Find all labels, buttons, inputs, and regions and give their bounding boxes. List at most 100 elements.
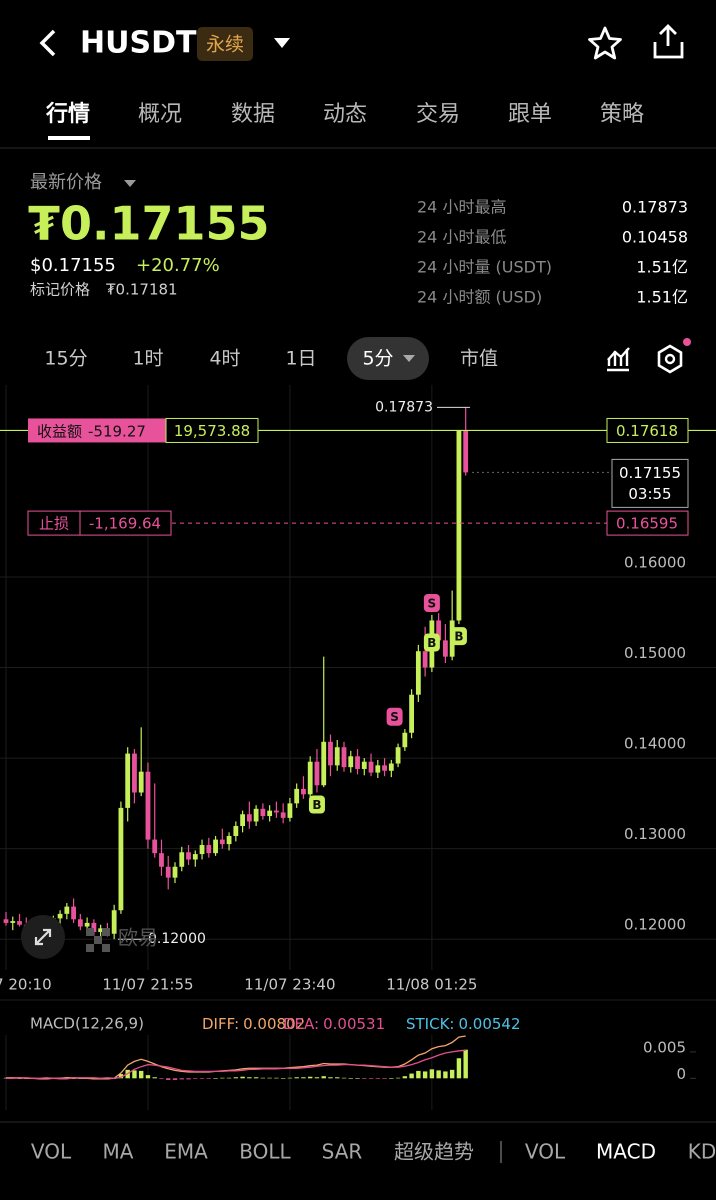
indicator-button[interactable]	[607, 347, 630, 372]
position-price-bg	[606, 417, 689, 443]
settings-button[interactable]	[657, 344, 683, 374]
stats: 24 小时最高 0.17873 24 小时最低 0.10458 24 小时量 (USDT…	[417, 198, 688, 307]
candle-body	[368, 761, 374, 773]
macd-stick	[253, 1077, 259, 1079]
candle-body	[84, 922, 90, 927]
stat-label: 24 小时最低	[417, 228, 506, 247]
indicator-tab[interactable]: VOL	[525, 1140, 566, 1164]
trade-marker-bg	[450, 627, 467, 646]
macd-stick	[145, 1075, 151, 1079]
macd-stick	[193, 1078, 198, 1079]
tab[interactable]: 策略	[600, 102, 644, 127]
indicator-tab[interactable]: SAR	[322, 1140, 363, 1164]
high-label: 0.17873	[375, 399, 433, 415]
interval-dropdown[interactable]	[403, 355, 415, 362]
candle-body	[402, 732, 408, 748]
symbol-dropdown[interactable]	[274, 38, 290, 48]
stop-price: 0.16595	[616, 515, 678, 533]
candle-body	[436, 620, 442, 641]
candle-body	[443, 640, 448, 657]
current-price-bg	[611, 458, 689, 508]
macd-stick	[402, 1076, 408, 1079]
indicator-tabs: VOL MA EMA BOLL SAR 超级趋势 VOL MACD KD	[31, 1140, 716, 1164]
candle-body	[91, 922, 97, 932]
last-price: ₮0.17155	[28, 197, 270, 251]
stat-label: 24 小时额 (USD)	[417, 288, 542, 307]
stat-value: 0.17873	[622, 198, 688, 217]
macd-legend: STICK: 0.00542	[406, 1015, 521, 1033]
macd-title: MACD(12,26,9)	[30, 1015, 144, 1033]
candle-body	[422, 651, 428, 668]
indicator-tab[interactable]: MA	[103, 1140, 134, 1164]
macd-stick	[395, 1077, 401, 1079]
macd-stick	[382, 1078, 387, 1079]
candle-body	[233, 826, 239, 836]
trade-marker-bg	[386, 707, 403, 726]
macd-stick	[152, 1077, 157, 1079]
interval[interactable]: 15分	[44, 348, 87, 370]
trade-marker: S	[428, 597, 437, 611]
position-size: 19,573.88	[174, 422, 250, 440]
stop-pnl-bg	[79, 510, 172, 536]
indicator-tab[interactable]: 超级趋势	[394, 1140, 474, 1164]
tab[interactable]: 跟单	[508, 102, 552, 127]
trade-marker: S	[390, 710, 399, 724]
interval[interactable]: 1时	[132, 348, 163, 370]
intervals: 15分 1时 4时 1日 5分 市值	[44, 348, 498, 370]
interval[interactable]: 4时	[209, 348, 240, 370]
macd-stick	[368, 1078, 374, 1079]
candle-body	[152, 839, 158, 854]
macd-legend-name: DEA:	[283, 1015, 319, 1033]
macd-stick	[308, 1076, 313, 1079]
candle-body	[199, 845, 205, 855]
candle-body	[186, 852, 191, 860]
y-tick-label: 0.14000	[624, 735, 686, 753]
candle-body	[206, 845, 212, 854]
indicator-tab[interactable]: MACD	[596, 1140, 656, 1164]
stop-label-bg	[27, 510, 81, 536]
interval[interactable]: 市值	[460, 348, 498, 370]
macd-tick-label: 0	[676, 1065, 686, 1083]
candle-body	[267, 810, 273, 817]
macd-stick	[186, 1078, 191, 1080]
stop-price-bg	[606, 510, 689, 536]
indicator-tab[interactable]: KD	[688, 1140, 716, 1164]
macd-legend: DIFF: 0.00802	[202, 1015, 305, 1033]
trade-marker: B	[312, 798, 321, 812]
candle-body	[3, 919, 9, 923]
tab[interactable]: 概况	[138, 102, 182, 127]
tab[interactable]: 行情	[45, 101, 90, 127]
tab[interactable]: 交易	[416, 102, 460, 127]
countdown: 03:55	[628, 485, 671, 503]
macd-stick	[429, 1069, 435, 1079]
candle-body	[334, 747, 340, 766]
macd-stick	[172, 1078, 178, 1080]
macd-legend-value: 0.00531	[323, 1015, 385, 1033]
candle-body	[355, 756, 360, 769]
macd-stick	[294, 1077, 299, 1079]
share-button[interactable]	[653, 24, 684, 59]
macd-stick	[436, 1070, 441, 1079]
interval[interactable]: 5分	[362, 348, 393, 370]
candle-body	[395, 747, 401, 764]
macd-stick	[321, 1076, 326, 1079]
candle-body	[172, 866, 178, 878]
indicator-tab[interactable]: EMA	[164, 1140, 208, 1164]
macd-stick	[416, 1070, 421, 1079]
candle-body	[226, 835, 232, 845]
interval[interactable]: 1日	[285, 348, 316, 370]
tab[interactable]: 动态	[323, 102, 367, 127]
indicator-tab[interactable]: BOLL	[239, 1140, 291, 1164]
macd-stick	[355, 1078, 360, 1079]
tab[interactable]: 数据	[231, 102, 275, 127]
candle-body	[165, 866, 171, 878]
macd-stick	[240, 1076, 245, 1079]
watermark-logo	[86, 928, 110, 952]
candle-body	[213, 839, 218, 854]
macd-stick	[409, 1073, 414, 1079]
favorite-button[interactable]	[588, 26, 622, 60]
back-button[interactable]	[39, 29, 56, 57]
macd-stick	[287, 1077, 293, 1079]
indicator-tab[interactable]: VOL	[31, 1140, 72, 1164]
stat-value: 1.51亿	[636, 258, 688, 277]
